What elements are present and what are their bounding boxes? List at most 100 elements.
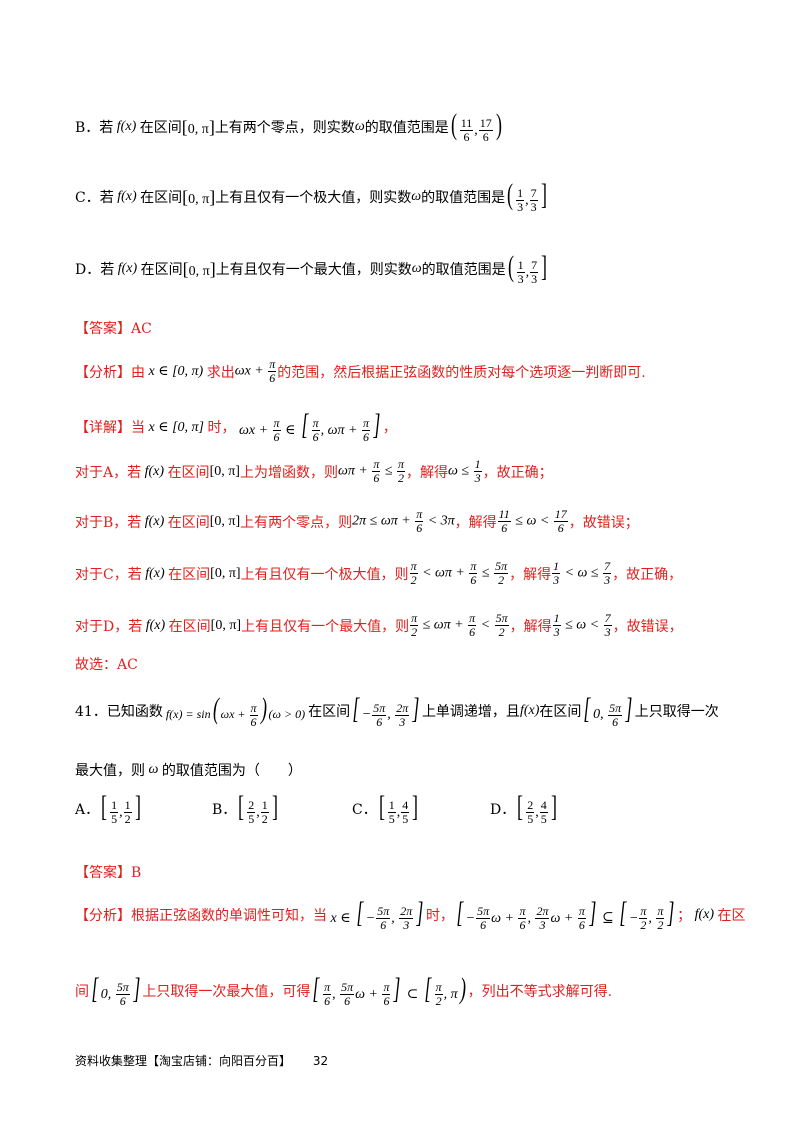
math: f(x) <box>113 119 140 135</box>
text: ，解得 <box>406 464 449 481</box>
text: 在区间 <box>168 618 211 635</box>
text: 的取值范围是 <box>421 190 506 207</box>
text: 的取值范围是 <box>364 120 449 137</box>
text: 41．已知函数 <box>75 704 163 721</box>
math: f(x) <box>691 907 718 923</box>
text: 时， <box>425 908 454 925</box>
text: 在区间 <box>308 704 351 721</box>
text: 【答案】AC <box>75 321 152 337</box>
math: f(x) <box>142 617 169 633</box>
text: D． <box>490 802 516 819</box>
text: 由 <box>131 364 145 381</box>
text: 上为增函数，则 <box>239 464 338 481</box>
math: [0, π] <box>181 116 215 137</box>
analysis-2: 【分析】 根据正弦函数的单调性可知，当 x ∈ [−5π 6, 2π 3] 时， [… <box>75 898 746 932</box>
text: ，故错误， <box>612 618 683 635</box>
answer-1: 【答案】AC <box>75 318 152 338</box>
analysis-2-cont: 间 [0, 5π 6] 上只取得一次最大值，可得 [π 6, 5π 6 ω + π 6] … <box>75 974 612 1008</box>
text: 在区间 <box>140 262 183 279</box>
math: [2 5, 1 2] <box>238 790 278 827</box>
text: 的范围，然后根据正弦函数的性质对每个选项逐一判断即可. <box>277 364 646 381</box>
text: B． <box>212 802 237 819</box>
text: ，列出不等式求解可得. <box>467 984 613 1001</box>
math: f(x) <box>113 189 141 205</box>
math: (11 6, 17 6) <box>450 108 502 145</box>
text: 时， <box>207 420 236 437</box>
math: [0, π] <box>182 258 216 279</box>
math: (1 3, 7 3] <box>507 178 547 215</box>
math: [0, 5π 6] <box>583 692 633 729</box>
text: 对于C，若 <box>75 566 142 583</box>
option-c-line: C．若 f(x) 在区间 [0, π] 上有且仅有一个极大值，则实数 ω 的取值… <box>75 180 549 214</box>
math: x ∈ [−5π 6, 2π 3] <box>327 896 424 933</box>
text: 上有两个零点，则实数 <box>214 120 355 137</box>
text: 【分析】 <box>75 908 131 925</box>
math: [0, π] <box>210 617 242 633</box>
option-d-line: D．若 f(x) 在区间 [0, π] 上有且仅有一个最大值，则实数 ω 的取值… <box>75 252 549 286</box>
option-d: D． [2 5, 4 5] <box>490 792 559 826</box>
math: f(x) <box>141 513 168 529</box>
option-b-line: B．若 f(x) 在区间 [0, π] 上有两个零点，则实数 ω 的取值范围是 … <box>75 110 504 144</box>
math: f(x) <box>519 703 540 719</box>
text: 故选：AC <box>75 657 138 673</box>
text: A． <box>75 802 100 819</box>
option-c: C． [1 5, 4 5] <box>352 792 420 826</box>
math: [0, π] <box>210 565 241 581</box>
text: 【答案】B <box>75 865 142 881</box>
text: ，故正确； <box>482 464 553 481</box>
page-number: 32 <box>312 1054 329 1068</box>
math: 11 6 ≤ ω < 17 6 <box>497 507 568 535</box>
question-41: 41．已知函数 f(x) = sin(ωx + π 6) (ω > 0) 在区间 [… <box>75 694 719 729</box>
text: 上有且仅有一个最大值，则 <box>241 618 410 635</box>
math: [1 5, 1 2] <box>101 790 141 827</box>
text: 【详解】 <box>75 420 131 437</box>
question-41-cont: 最大值，则 ω 的取值范围为（ ） <box>75 760 302 780</box>
text: C． <box>352 802 377 819</box>
math: f(x) = sin(ωx + π 6) (ω > 0) <box>162 692 309 729</box>
text: 的取值范围为（ ） <box>161 763 302 779</box>
text: 在区间 <box>167 464 210 481</box>
answer-2: 【答案】B <box>75 862 141 882</box>
text: 上只取得一次 <box>634 704 719 721</box>
math: [0, 5π 6] <box>91 972 141 1009</box>
text: 对于B，若 <box>75 514 142 531</box>
text: B．若 <box>75 120 114 137</box>
choose-1: 故选：AC <box>75 654 138 674</box>
math: ω <box>145 762 162 777</box>
math: f(x) <box>141 565 169 581</box>
text: 对于A，若 <box>75 464 142 481</box>
text: ，解得 <box>454 514 497 531</box>
math: x ∈ [0, π] <box>145 419 208 435</box>
text: ，解得 <box>509 566 552 583</box>
footer-text: 资料收集整理【淘宝店铺：向阳百分百】 <box>75 1054 292 1068</box>
text: 【分析】 <box>75 364 131 381</box>
math: [π 6, 5π 6 ω + π 6] ⊂ [π 2, π) <box>312 972 466 1009</box>
text: 在区间 <box>140 190 183 207</box>
text: 间 <box>75 984 89 1001</box>
text: ； <box>677 908 692 925</box>
option-b: B． [2 5, 1 2] <box>212 792 280 826</box>
text: 根据正弦函数的单调性可知，当 <box>131 908 327 925</box>
text: 在区 <box>717 908 746 925</box>
math: ω <box>354 119 365 135</box>
math: [1 5, 4 5] <box>378 790 419 827</box>
math: [0, π] <box>209 463 240 479</box>
text: 在区间 <box>167 514 210 531</box>
math: ω <box>411 261 422 277</box>
math: [0, π] <box>209 513 241 529</box>
math: ω <box>411 189 422 205</box>
